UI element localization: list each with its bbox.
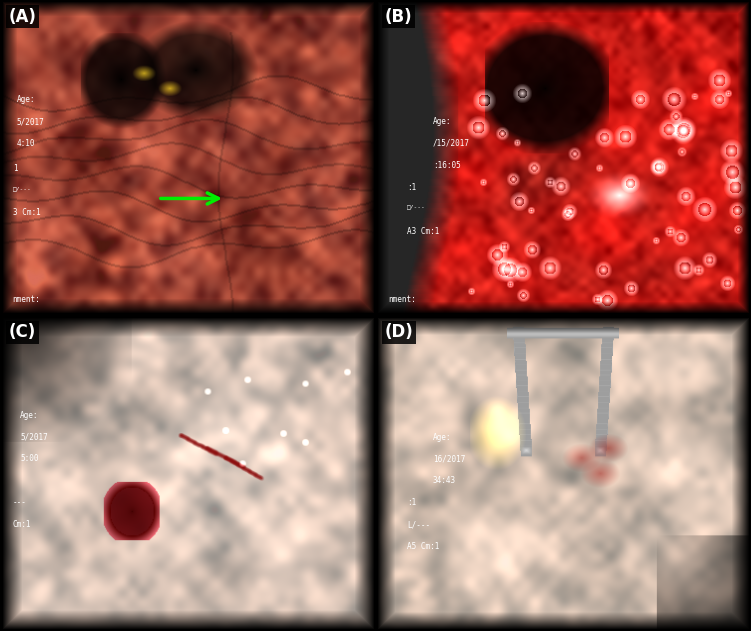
Text: ---: --- xyxy=(13,498,26,507)
Text: :1: :1 xyxy=(407,183,416,192)
Text: 5:00: 5:00 xyxy=(20,454,38,463)
Text: 16/2017: 16/2017 xyxy=(433,454,465,463)
Text: 34:43: 34:43 xyxy=(433,476,456,485)
Text: A3 Cm:1: A3 Cm:1 xyxy=(407,227,439,235)
Text: (C): (C) xyxy=(9,323,36,341)
Text: 5/2017: 5/2017 xyxy=(17,117,44,126)
Text: Cm:1: Cm:1 xyxy=(13,520,32,529)
Text: L/---: L/--- xyxy=(407,520,430,529)
Text: Age:: Age: xyxy=(433,433,451,442)
Text: 4:10: 4:10 xyxy=(17,139,35,148)
Text: 5/2017: 5/2017 xyxy=(20,433,48,442)
Text: 1: 1 xyxy=(13,164,17,173)
Text: :1: :1 xyxy=(407,498,416,507)
Text: □/---: □/--- xyxy=(407,204,426,209)
Text: A5 Cm:1: A5 Cm:1 xyxy=(407,542,439,551)
Text: (B): (B) xyxy=(385,8,412,25)
Text: □/---: □/--- xyxy=(13,186,32,191)
Text: Age:: Age: xyxy=(433,117,451,126)
Text: (D): (D) xyxy=(385,323,413,341)
Text: 3 Cm:1: 3 Cm:1 xyxy=(13,208,41,217)
Text: nment:: nment: xyxy=(13,295,41,305)
Text: Age:: Age: xyxy=(20,411,38,420)
Text: Age:: Age: xyxy=(17,95,35,104)
Text: nment:: nment: xyxy=(388,295,416,305)
Text: /15/2017: /15/2017 xyxy=(433,139,470,148)
Text: :16:05: :16:05 xyxy=(433,161,460,170)
Text: (A): (A) xyxy=(9,8,37,25)
